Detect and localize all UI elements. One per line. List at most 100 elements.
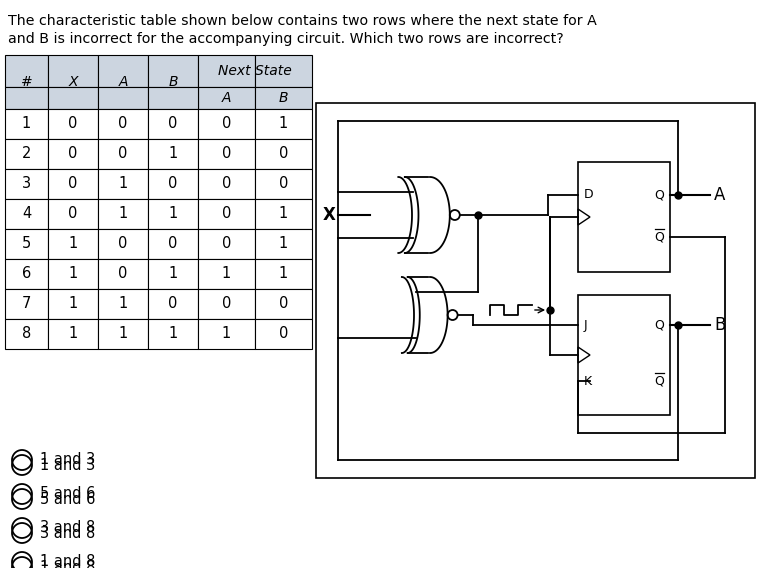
Bar bbox=[255, 289, 312, 319]
Text: 5 and 6: 5 and 6 bbox=[40, 487, 95, 502]
Text: X: X bbox=[323, 206, 336, 224]
Text: 0: 0 bbox=[279, 177, 288, 191]
Bar bbox=[5, 229, 48, 259]
Bar bbox=[148, 259, 198, 289]
Text: 0: 0 bbox=[279, 327, 288, 341]
Text: and B is incorrect for the accompanying circuit. Which two rows are incorrect?: and B is incorrect for the accompanying … bbox=[8, 32, 564, 46]
Text: 1: 1 bbox=[279, 116, 288, 132]
Bar bbox=[98, 229, 148, 259]
Text: 1: 1 bbox=[119, 296, 128, 311]
Text: 1: 1 bbox=[279, 236, 288, 252]
Text: 1: 1 bbox=[68, 327, 78, 341]
Text: 0: 0 bbox=[221, 296, 231, 311]
Text: Q: Q bbox=[654, 189, 664, 202]
Text: 0: 0 bbox=[168, 236, 177, 252]
Text: A: A bbox=[714, 186, 725, 204]
Bar bbox=[48, 55, 98, 87]
Bar bbox=[5, 319, 48, 349]
Bar bbox=[148, 319, 198, 349]
Bar bbox=[255, 259, 312, 289]
Bar bbox=[148, 55, 198, 87]
Text: 0: 0 bbox=[118, 116, 128, 132]
Text: 1: 1 bbox=[22, 116, 31, 132]
Bar bbox=[48, 229, 98, 259]
Bar bbox=[255, 199, 312, 229]
Text: 7: 7 bbox=[22, 296, 31, 311]
Bar bbox=[198, 319, 255, 349]
Bar bbox=[198, 55, 255, 87]
Text: 1: 1 bbox=[168, 327, 177, 341]
Text: 0: 0 bbox=[221, 236, 231, 252]
Bar bbox=[255, 319, 312, 349]
Text: 1: 1 bbox=[168, 147, 177, 161]
Text: 1 and 8: 1 and 8 bbox=[40, 559, 95, 568]
Text: 0: 0 bbox=[118, 147, 128, 161]
Text: Q: Q bbox=[654, 375, 664, 388]
Bar bbox=[48, 169, 98, 199]
Text: 0: 0 bbox=[68, 116, 78, 132]
Text: 1 and 3: 1 and 3 bbox=[40, 453, 95, 467]
Text: 0: 0 bbox=[279, 296, 288, 311]
Bar bbox=[98, 139, 148, 169]
Text: 1: 1 bbox=[222, 327, 231, 341]
Bar bbox=[98, 289, 148, 319]
Bar bbox=[5, 139, 48, 169]
Text: 0: 0 bbox=[221, 116, 231, 132]
Bar bbox=[255, 169, 312, 199]
Text: Next State: Next State bbox=[218, 64, 292, 78]
Bar bbox=[198, 169, 255, 199]
Text: 0: 0 bbox=[118, 266, 128, 282]
Bar bbox=[48, 139, 98, 169]
Bar bbox=[48, 87, 98, 109]
Bar bbox=[48, 109, 98, 139]
Bar bbox=[148, 199, 198, 229]
Bar bbox=[98, 169, 148, 199]
Text: 1: 1 bbox=[68, 266, 78, 282]
Bar bbox=[98, 109, 148, 139]
Text: 1: 1 bbox=[168, 266, 177, 282]
Bar bbox=[148, 139, 198, 169]
Text: 0: 0 bbox=[221, 177, 231, 191]
Bar bbox=[255, 55, 312, 87]
Text: 0: 0 bbox=[68, 207, 78, 222]
Text: 1: 1 bbox=[168, 207, 177, 222]
Text: 1: 1 bbox=[222, 266, 231, 282]
Text: 0: 0 bbox=[68, 177, 78, 191]
Text: 3: 3 bbox=[22, 177, 31, 191]
Bar bbox=[48, 289, 98, 319]
Text: 3 and 8: 3 and 8 bbox=[40, 520, 95, 536]
Text: 0: 0 bbox=[221, 207, 231, 222]
Bar bbox=[198, 199, 255, 229]
Bar bbox=[255, 229, 312, 259]
Bar bbox=[198, 139, 255, 169]
Text: K: K bbox=[584, 375, 592, 388]
Text: 1: 1 bbox=[279, 207, 288, 222]
Text: 5 and 6: 5 and 6 bbox=[40, 491, 95, 507]
Bar bbox=[148, 87, 198, 109]
Bar bbox=[48, 319, 98, 349]
Bar bbox=[255, 109, 312, 139]
Text: A: A bbox=[118, 75, 128, 89]
Bar bbox=[48, 259, 98, 289]
Bar bbox=[98, 55, 148, 87]
Bar bbox=[255, 87, 312, 109]
Bar bbox=[198, 289, 255, 319]
Bar bbox=[98, 259, 148, 289]
Bar bbox=[5, 55, 48, 87]
Bar bbox=[198, 229, 255, 259]
Text: 0: 0 bbox=[168, 116, 177, 132]
Bar bbox=[148, 109, 198, 139]
Bar bbox=[148, 169, 198, 199]
Text: 1: 1 bbox=[119, 177, 128, 191]
Text: 3 and 8: 3 and 8 bbox=[40, 525, 95, 541]
Bar bbox=[5, 289, 48, 319]
Bar bbox=[148, 289, 198, 319]
Text: 1: 1 bbox=[279, 266, 288, 282]
Text: 0: 0 bbox=[68, 147, 78, 161]
Bar bbox=[198, 109, 255, 139]
Text: 8: 8 bbox=[22, 327, 31, 341]
Text: 1: 1 bbox=[119, 327, 128, 341]
Text: The characteristic table shown below contains two rows where the next state for : The characteristic table shown below con… bbox=[8, 14, 597, 28]
Bar bbox=[255, 139, 312, 169]
Bar bbox=[578, 295, 670, 415]
